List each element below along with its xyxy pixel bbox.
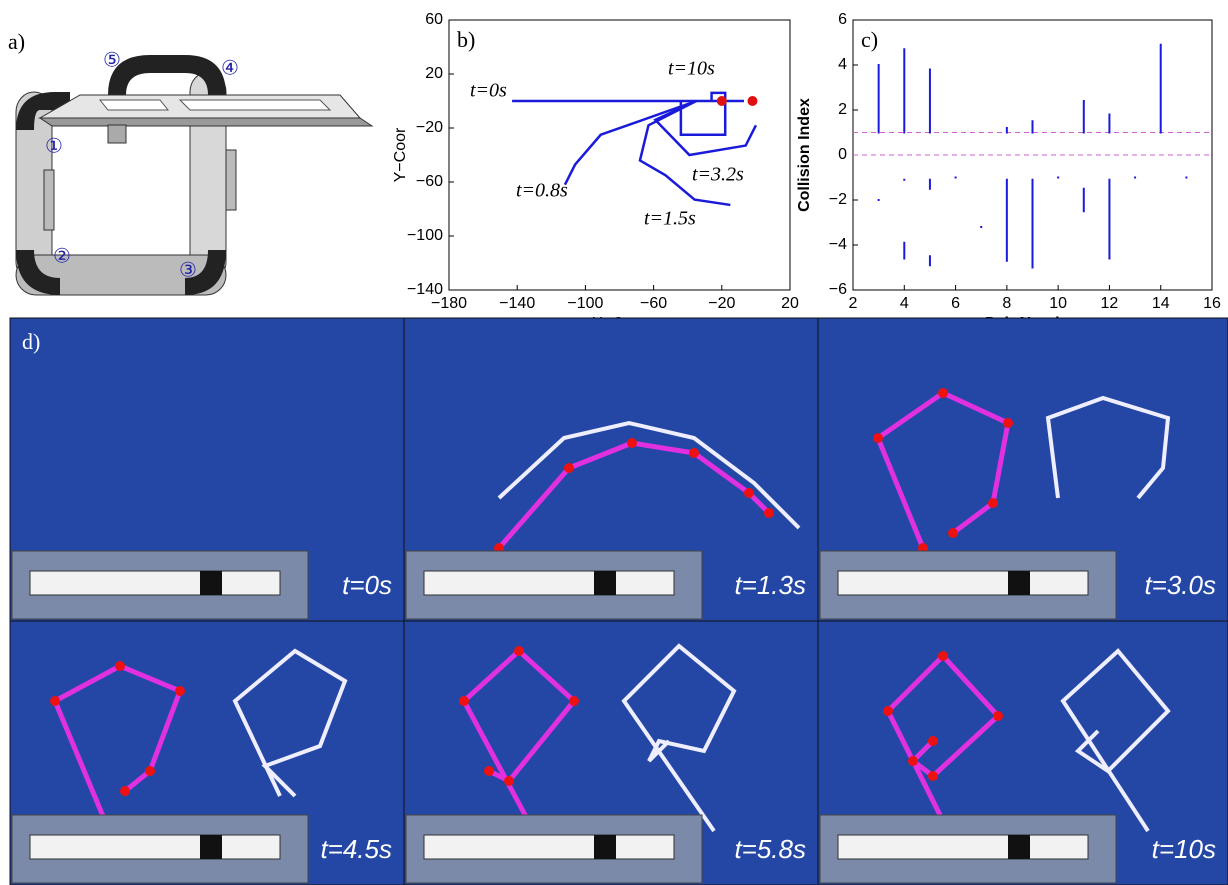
frame-time: t=3.0s — [1144, 570, 1216, 600]
annotation: t=0.8s — [516, 180, 568, 202]
tracked-joint — [514, 646, 524, 656]
side-view-block — [200, 571, 222, 595]
tracked-joint — [938, 651, 948, 661]
point — [747, 96, 757, 106]
x-tick-label: 16 — [1203, 295, 1221, 312]
side-view-part — [838, 835, 1088, 859]
y-tick-label: −6 — [829, 281, 847, 298]
y-tick-label: 2 — [838, 101, 847, 118]
y-tick-label: 20 — [425, 65, 443, 82]
panel-label: d) — [22, 329, 40, 354]
tracked-joint — [145, 766, 155, 776]
y-tick-label: −140 — [407, 281, 443, 298]
part-marker: ① — [45, 136, 63, 158]
x-tick-label: 10 — [1049, 295, 1067, 312]
x-tick-label: 14 — [1152, 295, 1170, 312]
tracked-joint — [175, 686, 185, 696]
x-tick-label: 12 — [1101, 295, 1119, 312]
frame-time: t=0s — [342, 570, 392, 600]
y-tick-label: −60 — [416, 173, 443, 190]
tracked-joint — [873, 433, 883, 443]
photo-frame: t=10s — [818, 621, 1228, 885]
annotation: t=3.2s — [692, 164, 744, 186]
y-tick-label: 0 — [838, 146, 847, 163]
y-tick-label: −20 — [416, 119, 443, 136]
panel-label: b) — [457, 27, 475, 52]
side-view-part — [30, 835, 280, 859]
part-marker: ⑤ — [103, 50, 121, 72]
tracked-joint — [908, 756, 918, 766]
side-view-block — [594, 835, 616, 859]
y-tick-label: −4 — [829, 236, 847, 253]
photo-frame: t=4.5s — [10, 621, 404, 885]
y-axis-label: Y−Coor — [392, 127, 409, 182]
tracked-joint — [928, 771, 938, 781]
tracked-joint — [115, 661, 125, 671]
plot-frame — [449, 20, 790, 290]
tracked-joint — [1003, 418, 1013, 428]
x-tick-label: 8 — [1002, 295, 1011, 312]
part-marker: ② — [53, 246, 71, 268]
point — [717, 96, 727, 106]
side-view-part — [838, 571, 1088, 595]
side-view-block — [1008, 571, 1030, 595]
tracked-joint — [764, 508, 774, 518]
annotation: t=10s — [668, 58, 715, 80]
annotation: t=0s — [470, 80, 507, 102]
side-view-block — [1008, 835, 1030, 859]
y-axis-label: Collision Index — [796, 98, 813, 212]
photo-frame: t=5.8s — [404, 621, 818, 885]
part-marker: ③ — [179, 260, 197, 282]
tracked-joint — [928, 736, 938, 746]
side-view-part — [424, 835, 674, 859]
x-tick-label: 4 — [900, 295, 909, 312]
tracked-joint — [459, 696, 469, 706]
side-view-part — [30, 571, 280, 595]
tracked-joint — [993, 711, 1003, 721]
tracked-joint — [120, 786, 130, 796]
annotation: t=1.5s — [644, 208, 696, 230]
x-tick-label: −100 — [567, 295, 603, 312]
tracked-joint — [689, 448, 699, 458]
y-tick-label: −2 — [829, 191, 847, 208]
x-tick-label: −20 — [708, 295, 735, 312]
frame-time: t=5.8s — [734, 834, 806, 864]
y-tick-label: 60 — [425, 11, 443, 28]
x-tick-label: −140 — [499, 295, 535, 312]
photo-frame: t=1.3s — [404, 318, 818, 621]
tracked-joint — [569, 696, 579, 706]
x-tick-label: 6 — [951, 295, 960, 312]
frame-time: t=4.5s — [320, 834, 392, 864]
tracked-joint — [938, 388, 948, 398]
tracked-joint — [50, 696, 60, 706]
frame-time: t=1.3s — [734, 570, 806, 600]
tracked-joint — [504, 776, 514, 786]
tracked-joint — [948, 528, 958, 538]
figure: a)①②③④⑤−180−140−100−60−20206020−20−60−10… — [0, 0, 1228, 885]
panel-label: a) — [8, 29, 25, 54]
tracked-joint — [484, 766, 494, 776]
side-view-part — [424, 571, 674, 595]
y-tick-label: −100 — [407, 227, 443, 244]
x-tick-label: −60 — [640, 295, 667, 312]
tracked-joint — [564, 463, 574, 473]
part-marker: ④ — [221, 58, 239, 80]
panel-label: c) — [861, 27, 878, 52]
tracked-joint — [988, 498, 998, 508]
y-tick-label: 6 — [838, 11, 847, 28]
frame-time: t=10s — [1152, 834, 1216, 864]
x-tick-label: 2 — [849, 295, 858, 312]
photo-frame: t=3.0s — [818, 318, 1228, 621]
y-tick-label: 4 — [838, 56, 847, 73]
tracked-joint — [744, 488, 754, 498]
x-tick-label: 20 — [781, 295, 799, 312]
side-view-block — [200, 835, 222, 859]
tracked-joint — [883, 706, 893, 716]
tracked-joint — [627, 438, 637, 448]
side-view-block — [594, 571, 616, 595]
